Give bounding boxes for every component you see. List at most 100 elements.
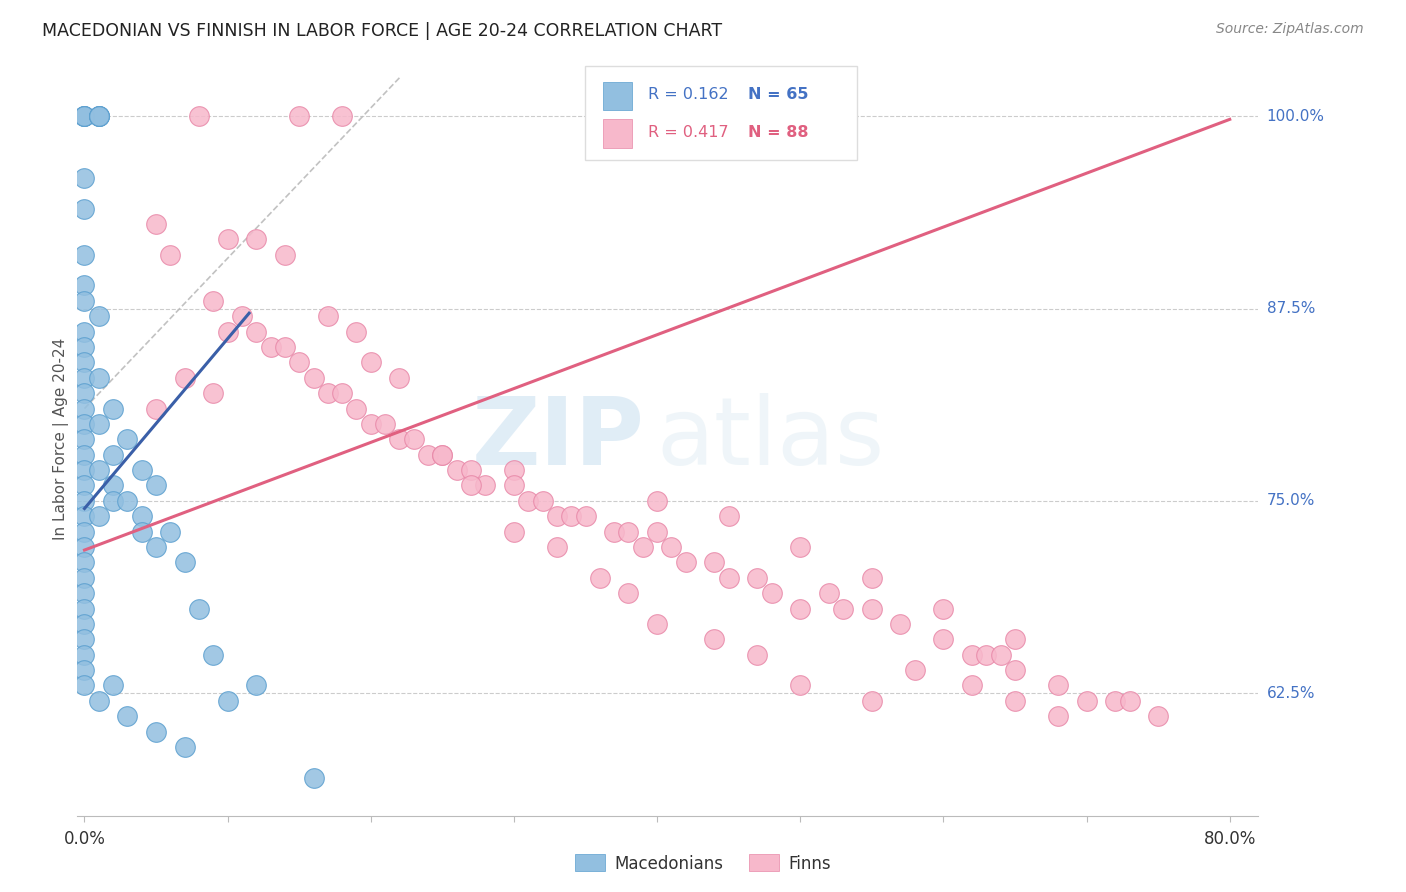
- Point: [904, 663, 927, 677]
- Point: [675, 555, 697, 569]
- Point: [818, 586, 841, 600]
- Point: [173, 555, 195, 569]
- Point: [73, 248, 96, 262]
- Point: [145, 217, 167, 231]
- Point: [617, 586, 640, 600]
- Point: [73, 325, 96, 339]
- Point: [288, 355, 311, 369]
- Point: [703, 632, 725, 647]
- Point: [73, 616, 96, 631]
- Point: [73, 355, 96, 369]
- Point: [87, 310, 110, 324]
- Point: [316, 310, 339, 324]
- Point: [87, 109, 110, 123]
- Point: [131, 463, 153, 477]
- Point: [717, 571, 740, 585]
- Point: [1147, 709, 1170, 723]
- Point: [503, 524, 526, 539]
- Point: [73, 109, 96, 123]
- Point: [259, 340, 281, 354]
- Point: [159, 524, 181, 539]
- Point: [101, 478, 124, 492]
- Point: [217, 694, 239, 708]
- Point: [1076, 694, 1098, 708]
- Point: [388, 371, 411, 385]
- Point: [217, 325, 239, 339]
- Point: [1046, 709, 1069, 723]
- Point: [173, 739, 195, 754]
- Point: [73, 448, 96, 462]
- Point: [145, 401, 167, 416]
- Point: [932, 632, 955, 647]
- Point: [546, 540, 568, 554]
- Point: [145, 540, 167, 554]
- Point: [346, 325, 368, 339]
- Point: [274, 248, 297, 262]
- Point: [101, 448, 124, 462]
- Point: [87, 109, 110, 123]
- Point: [574, 509, 596, 524]
- Text: 62.5%: 62.5%: [1267, 686, 1315, 700]
- Point: [131, 524, 153, 539]
- Point: [330, 386, 353, 401]
- Text: atlas: atlas: [657, 393, 884, 485]
- Point: [73, 386, 96, 401]
- Point: [360, 417, 382, 431]
- Point: [789, 678, 811, 692]
- Point: [860, 694, 883, 708]
- Point: [546, 509, 568, 524]
- FancyBboxPatch shape: [603, 120, 633, 147]
- Point: [661, 540, 683, 554]
- Text: R = 0.417: R = 0.417: [648, 125, 728, 140]
- Point: [73, 571, 96, 585]
- Point: [274, 340, 297, 354]
- Point: [631, 540, 654, 554]
- Point: [302, 371, 325, 385]
- Point: [603, 524, 626, 539]
- Point: [73, 509, 96, 524]
- Point: [73, 663, 96, 677]
- Point: [474, 478, 496, 492]
- FancyBboxPatch shape: [585, 66, 856, 161]
- Point: [87, 109, 110, 123]
- Point: [1004, 694, 1026, 708]
- Point: [117, 493, 139, 508]
- Point: [73, 293, 96, 308]
- Point: [703, 555, 725, 569]
- Point: [617, 524, 640, 539]
- Point: [73, 678, 96, 692]
- Point: [761, 586, 783, 600]
- Point: [73, 109, 96, 123]
- Text: Source: ZipAtlas.com: Source: ZipAtlas.com: [1216, 22, 1364, 37]
- Point: [416, 448, 439, 462]
- Point: [73, 371, 96, 385]
- Point: [288, 109, 311, 123]
- Point: [188, 601, 211, 615]
- Point: [1118, 694, 1140, 708]
- Point: [717, 509, 740, 524]
- Point: [73, 586, 96, 600]
- Point: [73, 524, 96, 539]
- Point: [159, 248, 181, 262]
- Point: [1004, 663, 1026, 677]
- Point: [832, 601, 855, 615]
- Point: [73, 433, 96, 447]
- Point: [73, 202, 96, 216]
- Y-axis label: In Labor Force | Age 20-24: In Labor Force | Age 20-24: [53, 338, 69, 541]
- Legend: Macedonians, Finns: Macedonians, Finns: [568, 847, 838, 880]
- Point: [73, 555, 96, 569]
- Point: [245, 325, 267, 339]
- Point: [860, 601, 883, 615]
- Point: [589, 571, 612, 585]
- Point: [145, 724, 167, 739]
- Point: [560, 509, 582, 524]
- Point: [460, 463, 482, 477]
- Point: [202, 386, 225, 401]
- Point: [432, 448, 454, 462]
- Point: [202, 293, 225, 308]
- Text: 100.0%: 100.0%: [1267, 109, 1324, 124]
- Point: [73, 170, 96, 185]
- Point: [188, 109, 211, 123]
- Point: [245, 678, 267, 692]
- Point: [446, 463, 468, 477]
